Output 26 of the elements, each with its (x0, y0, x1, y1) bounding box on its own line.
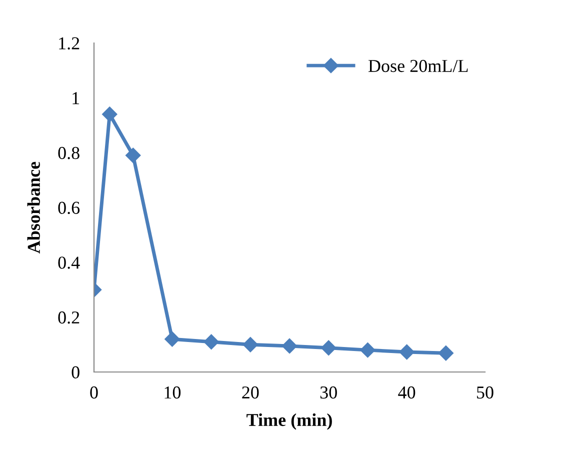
y-tick-label: 0.4 (58, 256, 80, 269)
point (282, 338, 298, 354)
y-tick-label: 0.2 (58, 311, 80, 324)
y-tick-label: 0.8 (58, 146, 80, 160)
point (321, 340, 336, 356)
y-tick-label: 1 (72, 92, 80, 104)
x-axis-title: Time (min) (246, 413, 332, 430)
x-tick-label: 0 (90, 386, 98, 399)
point (164, 332, 180, 347)
y-tick-label: 1.2 (59, 37, 80, 50)
x-tick-label: 50 (477, 386, 494, 399)
point (399, 344, 414, 360)
y-tick-label: 0.6 (58, 202, 80, 214)
point (204, 334, 219, 350)
point (360, 342, 376, 358)
x-tick-label: 20 (242, 386, 259, 399)
x-tick-label: 10 (164, 386, 181, 399)
y-axis-title: Absorbance (27, 162, 40, 254)
y-tick-label: 0 (72, 366, 80, 378)
point (242, 337, 258, 352)
x-tick-label: 30 (320, 386, 337, 399)
x-tick-label: 40 (398, 386, 416, 399)
point (126, 148, 141, 163)
point (102, 106, 118, 122)
legend-label: Dose 20mL/L (368, 60, 468, 72)
point (438, 346, 454, 361)
